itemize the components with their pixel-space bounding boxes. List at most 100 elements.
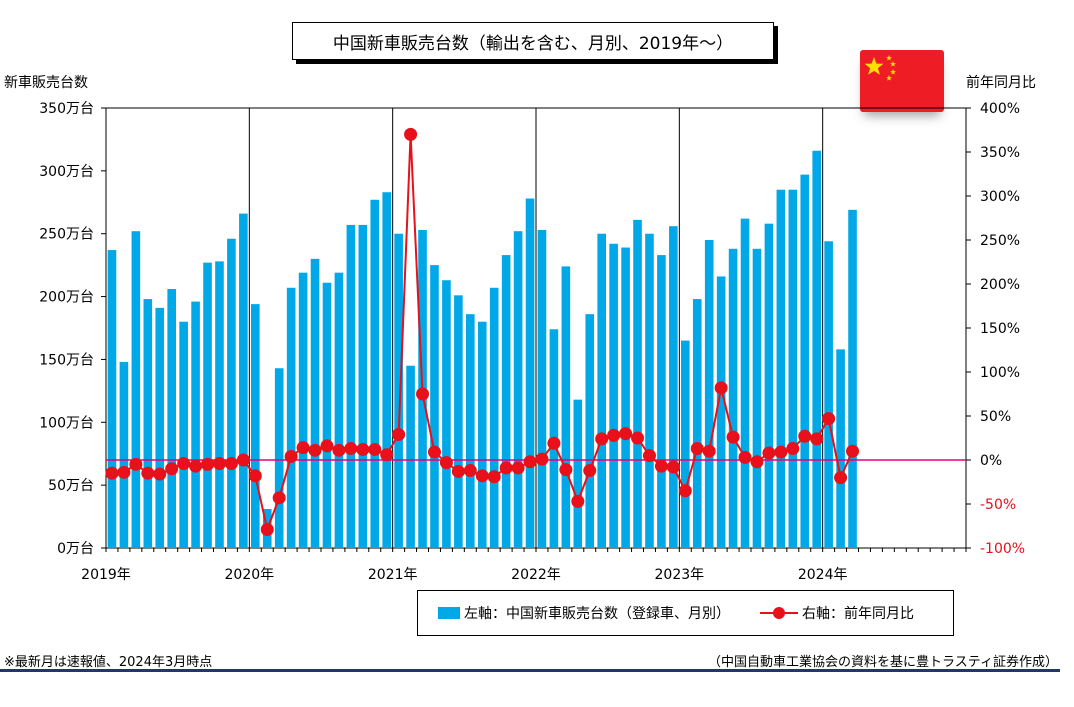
yoy-point — [177, 457, 191, 471]
bar — [239, 213, 248, 548]
bar — [812, 150, 821, 548]
yoy-point — [726, 430, 740, 444]
bar — [752, 248, 762, 549]
bar — [585, 314, 595, 548]
yoy-point — [272, 491, 286, 505]
bar — [143, 299, 153, 548]
yoy-point — [236, 453, 250, 467]
bar — [346, 224, 356, 548]
bar — [800, 174, 810, 548]
right-tick-label: 300% — [980, 189, 1020, 205]
bar — [370, 199, 380, 548]
yoy-point — [666, 460, 680, 474]
yoy-point — [332, 443, 346, 457]
source-note: （中国自動車工業協会の資料を基に豊トラスティ証券作成） — [708, 655, 1058, 670]
bar — [657, 255, 666, 549]
left-tick-label: 150万台 — [39, 352, 94, 368]
left-axis-title: 新車販売台数 — [4, 75, 88, 91]
yoy-point — [117, 465, 131, 479]
bar — [836, 349, 845, 548]
yoy-point — [344, 442, 358, 456]
yoy-point — [511, 461, 525, 475]
left-tick-label: 250万台 — [39, 227, 94, 243]
yoy-point — [487, 470, 501, 484]
yoy-point — [463, 464, 477, 478]
legend-line-swatch — [760, 607, 798, 619]
bar — [274, 368, 284, 548]
right-tick-label: 150% — [980, 321, 1020, 337]
bar — [358, 224, 368, 548]
bar — [466, 314, 475, 548]
bar — [155, 307, 165, 548]
yoy-point — [212, 457, 226, 471]
bar — [131, 231, 141, 548]
year-label: 2024年 — [798, 567, 848, 583]
yoy-point — [690, 442, 704, 456]
yoy-point — [607, 428, 621, 442]
bar — [454, 295, 463, 548]
right-tick-label: 250% — [980, 233, 1020, 249]
bar — [191, 301, 200, 548]
right-tick-label: 400% — [980, 101, 1020, 117]
yoy-point — [834, 471, 848, 485]
bar — [107, 250, 117, 549]
yoy-point — [571, 494, 585, 508]
bar — [334, 272, 344, 548]
year-label: 2020年 — [225, 567, 275, 583]
legend-bar-label: 左軸：中国新車販売台数（登録車、月別） — [464, 606, 730, 622]
yoy-point — [678, 484, 692, 498]
china-flag-icon — [860, 50, 944, 112]
yoy-point — [153, 467, 167, 481]
yoy-point — [105, 466, 119, 480]
year-label: 2019年 — [81, 567, 131, 583]
yoy-point — [702, 444, 716, 458]
bar — [525, 198, 535, 548]
flag-small-star-4 — [886, 75, 892, 81]
right-tick-label: 100% — [980, 365, 1020, 381]
chart-title: 中国新車販売台数（輸出を含む、月別、2019年～） — [292, 22, 774, 60]
yoy-point — [523, 455, 537, 469]
bar — [740, 218, 750, 548]
chart-area: 0万台 50万台 100万台 150万台 200万台 250万台 300万台 350万台 -10… — [39, 101, 1025, 583]
bar — [692, 299, 702, 548]
bar — [298, 272, 308, 548]
bar — [704, 240, 714, 548]
bar — [633, 219, 642, 548]
bar — [119, 361, 129, 548]
yoy-point — [654, 459, 668, 473]
yoy-point — [224, 457, 238, 471]
bar — [442, 280, 451, 548]
yoy-point — [284, 449, 298, 463]
yoy-point — [583, 464, 597, 478]
bar — [788, 189, 798, 548]
flag-small-star-1 — [886, 55, 892, 61]
yoy-point — [296, 441, 310, 455]
yoy-point — [810, 432, 824, 446]
yoy-point — [368, 442, 382, 456]
yoy-point — [750, 455, 764, 469]
bar — [728, 248, 738, 549]
bar — [669, 226, 678, 548]
bar — [179, 321, 188, 548]
bar — [609, 243, 618, 548]
yoy-point — [619, 427, 633, 441]
bar — [215, 261, 224, 548]
footnote: ※最新月は速報値、2024年3月時点 — [4, 655, 213, 670]
yoy-point — [141, 466, 155, 480]
bar — [848, 209, 857, 549]
bar — [406, 365, 415, 548]
right-axis-title: 前年同月比 — [966, 75, 1036, 91]
bar — [501, 255, 511, 549]
right-tick-label: 200% — [980, 277, 1020, 293]
left-tick-label: 350万台 — [39, 101, 94, 117]
yoy-point — [201, 457, 215, 471]
left-tick-label: 50万台 — [48, 478, 94, 494]
yoy-point — [798, 429, 812, 443]
legend-line-label: 右軸：前年同月比 — [802, 606, 914, 622]
yoy-point — [416, 387, 430, 401]
bar — [597, 233, 606, 548]
left-tick-label: 100万台 — [39, 415, 94, 431]
yoy-point — [786, 442, 800, 456]
yoy-point — [642, 449, 656, 463]
bar — [513, 231, 523, 548]
